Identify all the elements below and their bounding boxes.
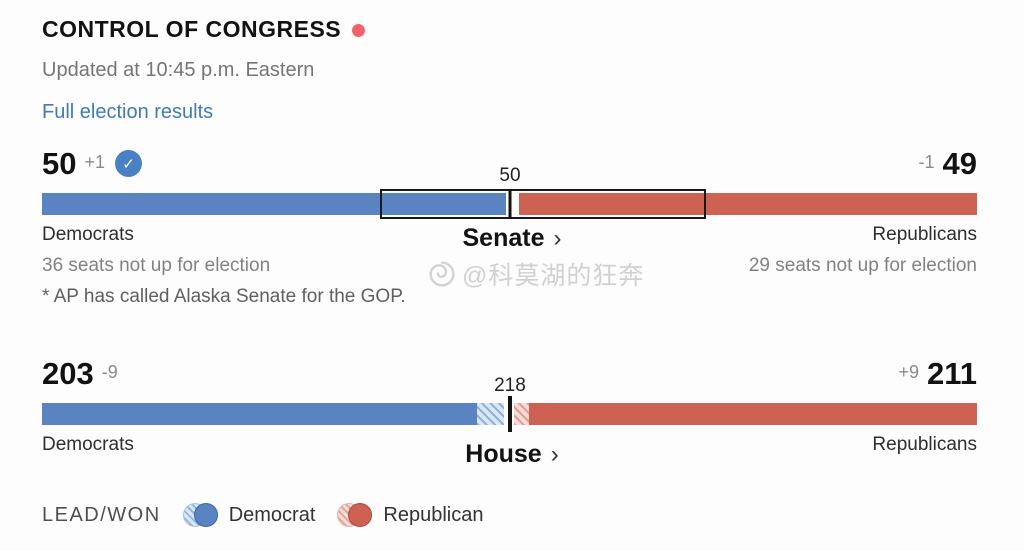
house-rep-change: +9: [898, 362, 919, 382]
senate-rep-note: 29 seats not up for election: [748, 255, 977, 276]
legend-item-democrat: Democrat: [182, 502, 316, 528]
house-dem-change: -9: [101, 362, 118, 382]
page-title-text: CONTROL OF CONGRESS: [42, 16, 342, 42]
rep-segment: [529, 403, 977, 425]
house-link-label: House: [465, 440, 542, 468]
live-dot-icon: [352, 24, 366, 37]
rep-segment: [518, 193, 977, 215]
majority-tick: [508, 189, 512, 219]
senate-dem-note: 36 seats not up for election: [42, 255, 271, 276]
rep-lead-segment: [514, 403, 530, 425]
senate-majority-label: 50: [499, 165, 521, 186]
house-numbers-row: 203 -9 +9 211: [42, 358, 977, 389]
senate-rep-label: Republicans: [872, 224, 977, 245]
senate-dem-count: 50 +1 ✓: [42, 146, 143, 181]
dem-segment: [42, 403, 477, 425]
senate-footnote: * AP has called Alaska Senate for the GO…: [42, 286, 406, 307]
senate-rep-change: -1: [918, 152, 935, 172]
democrat-won-circle-icon: [193, 503, 218, 527]
lead-won-legend: LEAD/WON Democrat Republican: [42, 502, 483, 528]
house-rep-count: +9 211: [898, 358, 977, 389]
republican-won-circle-icon: [348, 503, 373, 527]
republican-lead-won-circles: [337, 502, 373, 528]
updated-timestamp: Updated at 10:45 p.m. Eastern: [42, 59, 315, 81]
house-majority-label: 218: [494, 375, 526, 396]
senate-link[interactable]: Senate ›: [463, 224, 562, 253]
house-rep-seats: 211: [926, 356, 977, 391]
senate-dem-seats: 50: [42, 146, 77, 181]
senate-link-label: Senate: [462, 224, 545, 252]
senate-rep-count: -1 49: [919, 148, 978, 179]
majority-tick: [507, 396, 512, 432]
legend-title: LEAD/WON: [42, 503, 161, 526]
full-results-link[interactable]: Full election results: [42, 101, 214, 123]
chevron-right-icon: ›: [553, 225, 562, 252]
house-dem-seats: 203: [42, 356, 94, 391]
watermark: @科莫湖的狂奔: [426, 256, 644, 292]
watermark-text: @科莫湖的狂奔: [462, 262, 645, 290]
legend-item-republican: Republican: [337, 502, 483, 528]
dem-lead-segment: [476, 403, 504, 425]
watermark-icon: [429, 261, 455, 287]
chevron-right-icon: ›: [550, 441, 559, 468]
house-rep-label: Republicans: [872, 434, 977, 455]
check-icon: ✓: [115, 150, 143, 177]
competitive-range-box: [379, 189, 706, 219]
senate-dem-change: +1: [84, 152, 106, 172]
dem-segment: [42, 193, 506, 215]
senate-numbers-row: 50 +1 ✓ -1 49: [42, 148, 977, 179]
page-title: CONTROL OF CONGRESS: [42, 16, 366, 43]
legend-label-republican: Republican: [383, 503, 484, 526]
house-bar: 218: [42, 375, 977, 432]
democrat-lead-won-circles: [182, 502, 219, 528]
house-dem-count: 203 -9: [42, 358, 118, 389]
senate-dem-label: Democrats: [42, 224, 134, 245]
legend-label-democrat: Democrat: [228, 503, 316, 526]
house-link[interactable]: House ›: [465, 440, 558, 469]
senate-rep-seats: 49: [942, 146, 977, 181]
house-dem-label: Democrats: [42, 434, 134, 455]
senate-bar: 50: [42, 165, 977, 219]
